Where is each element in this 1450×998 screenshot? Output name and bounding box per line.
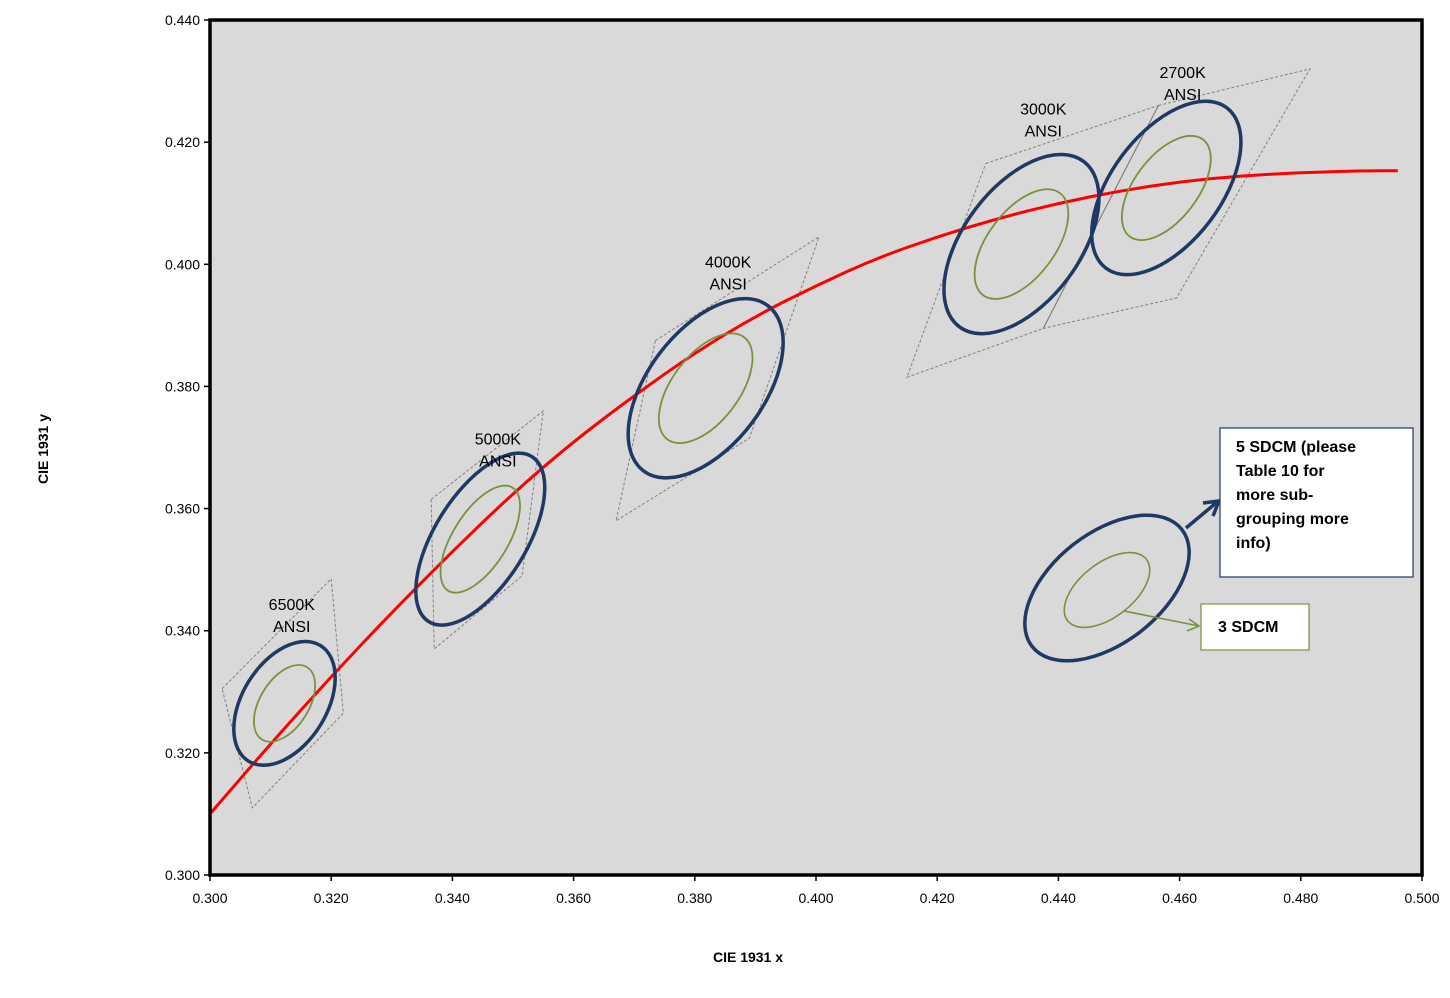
legend-three-box: [1200, 603, 1310, 651]
cct-label-3000k: 3000K: [1020, 102, 1067, 119]
legend: 5 SDCM (please Table 10 for more sub- gr…: [1023, 427, 1414, 663]
five-sdcm-ellipse-4000k: [626, 296, 785, 480]
legend-five-line-5: info): [1236, 535, 1271, 552]
five-sdcm-ellipse-5000k: [414, 451, 547, 627]
legend-five-arrow: [1184, 501, 1218, 530]
ansi-quad-5000k: [430, 409, 544, 651]
five-sdcm-ellipse-2700k: [1089, 99, 1243, 277]
legend-five-sdcm-text: 5 SDCM (please Table 10 for more sub- gr…: [1222, 430, 1412, 556]
cct-label-3000k: ANSI: [1025, 124, 1062, 141]
three-sdcm-ellipse-6500k: [253, 664, 316, 743]
y-tick-label: 0.360: [165, 501, 200, 517]
cct-label-2700k: ANSI: [1164, 87, 1201, 104]
five-sdcm-ellipse-6500k: [232, 639, 337, 768]
ansi-quad-4000k: [615, 235, 820, 522]
cct-label-2700k: 2700K: [1159, 65, 1206, 82]
x-tick-label: 0.480: [1283, 890, 1318, 906]
x-tick-label: 0.440: [1041, 890, 1076, 906]
y-tick-label: 0.320: [165, 745, 200, 761]
x-axis-ticks: 0.300 0.320 0.340 0.360 0.380 0.400 0.420 0.440…: [192, 875, 1440, 906]
y-tick-label: 0.300: [165, 867, 200, 883]
cct-label-6500k: 6500K: [269, 597, 316, 614]
sdcm-ellipses: [232, 99, 1243, 768]
y-tick-label: 0.440: [165, 12, 200, 28]
x-tick-label: 0.400: [798, 890, 833, 906]
x-tick-label: 0.360: [556, 890, 591, 906]
x-axis-title: CIE 1931 x: [713, 949, 783, 965]
y-axis-title: CIE 1931 y: [35, 414, 51, 484]
three-sdcm-ellipse-2700k: [1120, 134, 1212, 242]
cct-label-4000k: ANSI: [709, 276, 746, 293]
cct-label-5000k: ANSI: [479, 453, 516, 470]
x-tick-label: 0.380: [677, 890, 712, 906]
y-axis-ticks: 0.300 0.320 0.340 0.360 0.380 0.400 0.420 0.440: [165, 12, 210, 883]
legend-three-sdcm-ellipse: [1063, 551, 1151, 629]
five-sdcm-ellipse-3000k: [942, 152, 1101, 336]
legend-five-line-4: grouping more: [1236, 511, 1349, 528]
y-tick-label: 0.340: [165, 623, 200, 639]
x-tick-label: 0.320: [314, 890, 349, 906]
legend-five-line-2: Table 10 for: [1236, 463, 1325, 480]
x-tick-label: 0.300: [192, 890, 227, 906]
cct-labels: 6500K ANSI 5000K ANSI 4000K ANSI 3000K ANSI 2700…: [269, 65, 1206, 636]
x-tick-label: 0.340: [435, 890, 470, 906]
x-tick-label: 0.500: [1404, 890, 1439, 906]
cct-label-6500k: ANSI: [273, 619, 310, 636]
x-tick-label: 0.460: [1162, 890, 1197, 906]
y-tick-label: 0.380: [165, 378, 200, 394]
ansi-quad-divider: [1042, 105, 1159, 329]
y-tick-label: 0.420: [165, 134, 200, 150]
planckian-locus-layer: [208, 169, 1398, 815]
legend-five-line-3: more sub-: [1236, 487, 1314, 504]
legend-three-arrow: [1123, 610, 1200, 627]
legend-five-arrowhead: [1202, 498, 1222, 517]
cct-label-4000k: 4000K: [705, 254, 752, 271]
legend-five-sdcm-ellipse: [1023, 513, 1191, 663]
legend-three-sdcm-text: 3 SDCM: [1218, 619, 1278, 636]
three-sdcm-ellipse-3000k: [973, 188, 1070, 300]
cct-label-5000k: 5000K: [475, 431, 522, 448]
legend-three-arrowhead: [1186, 618, 1201, 632]
ansi-quad-6500k: [221, 577, 344, 809]
y-tick-label: 0.400: [165, 256, 200, 272]
x-tick-label: 0.420: [920, 890, 955, 906]
legend-five-text-container: 5 SDCM (please Table 10 for more sub- gr…: [1222, 430, 1412, 556]
planckian-locus-line: [208, 169, 1398, 815]
ansi-quad-3000k: [906, 104, 1160, 379]
three-sdcm-ellipse-4000k: [657, 332, 754, 445]
three-sdcm-ellipse-5000k: [439, 484, 521, 594]
legend-five-box: [1219, 427, 1414, 578]
legend-five-line-1: 5 SDCM (please: [1236, 439, 1357, 456]
